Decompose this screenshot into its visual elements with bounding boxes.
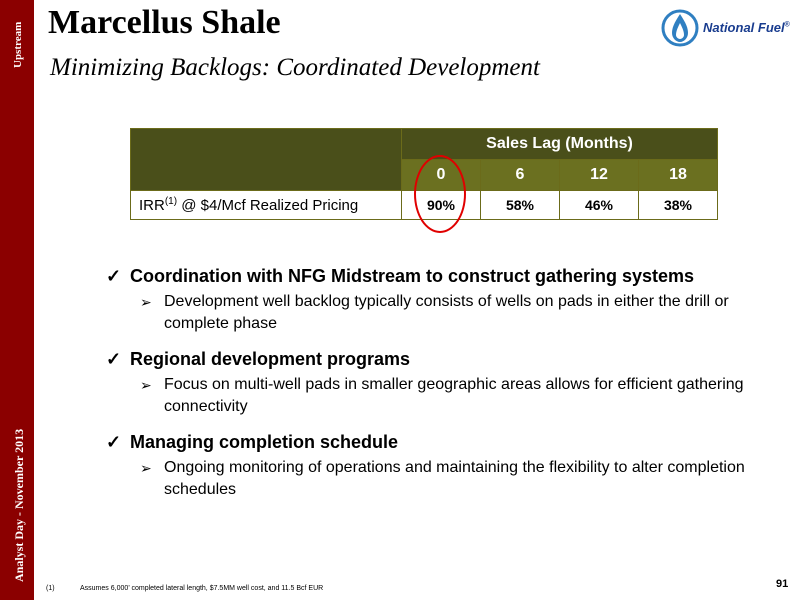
table-row: IRR(1) @ $4/Mcf Realized Pricing 90% 58%…	[130, 190, 718, 220]
arrow-bullet-icon: ➢	[140, 294, 152, 310]
bullet-item: ✓ Regional development programs	[106, 349, 766, 370]
row-label-prefix: IRR	[139, 197, 165, 214]
table-corner-cell	[130, 128, 402, 191]
highlight-circle	[414, 155, 466, 233]
sidebar-top-label: Upstream	[12, 21, 24, 68]
row-label: IRR(1) @ $4/Mcf Realized Pricing	[130, 190, 402, 220]
sidebar-bottom-label: Analyst Day - November 2013	[12, 428, 26, 582]
sub-bullet-item: ➢ Development well backlog typically cons…	[106, 291, 766, 335]
row-label-suffix: @ $4/Mcf Realized Pricing	[177, 197, 359, 214]
sales-lag-header: Sales Lag (Months)	[401, 128, 718, 160]
bullet-item: ✓ Managing completion schedule	[106, 432, 766, 453]
sub-bullet-item: ➢ Focus on multi-well pads in smaller geo…	[106, 374, 766, 418]
sub-bullet-item: ➢ Ongoing monitoring of operations and ma…	[106, 457, 766, 501]
checkmark-icon: ✓	[106, 266, 122, 286]
column-header: 18	[638, 159, 718, 191]
bullet-text: Regional development programs	[130, 349, 411, 369]
national-fuel-logo: National Fuel®	[660, 8, 798, 48]
logo-text: National Fuel®	[703, 20, 790, 35]
arrow-bullet-icon: ➢	[140, 377, 152, 393]
sub-bullet-text: Development well backlog typically consi…	[164, 293, 729, 332]
sub-bullet-text: Focus on multi-well pads in smaller geog…	[164, 376, 744, 415]
column-header: 12	[559, 159, 639, 191]
sub-bullet-text: Ongoing monitoring of operations and mai…	[164, 459, 745, 498]
bullet-list: ✓ Coordination with NFG Midstream to cons…	[106, 266, 766, 515]
checkmark-icon: ✓	[106, 432, 122, 452]
table-cell: 46%	[559, 190, 639, 220]
bullet-text: Managing completion schedule	[130, 432, 399, 452]
page-title: Marcellus Shale	[48, 4, 281, 41]
column-header: 6	[480, 159, 560, 191]
logo-name: National Fuel	[703, 20, 785, 35]
footnote: (1) Assumes 6,000’ completed lateral leng…	[46, 585, 323, 592]
checkmark-icon: ✓	[106, 349, 122, 369]
bullet-text: Coordination with NFG Midstream to const…	[130, 266, 695, 286]
table-group-header-row: Sales Lag (Months)	[130, 128, 718, 191]
logo-mark: ®	[784, 21, 790, 29]
table-cell: 38%	[638, 190, 718, 220]
page-number: 91	[776, 578, 789, 590]
flame-drop-icon	[661, 9, 699, 47]
footnote-text: Assumes 6,000’ completed lateral length,…	[80, 585, 324, 592]
page-subtitle: Minimizing Backlogs: Coordinated Develop…	[50, 54, 540, 81]
bullet-item: ✓ Coordination with NFG Midstream to cons…	[106, 266, 766, 287]
arrow-bullet-icon: ➢	[140, 460, 152, 476]
footnote-mark: (1)	[46, 585, 55, 592]
table-cell: 58%	[480, 190, 560, 220]
footnote-ref: (1)	[164, 196, 178, 207]
sidebar: Upstream Analyst Day - November 2013	[0, 0, 34, 600]
